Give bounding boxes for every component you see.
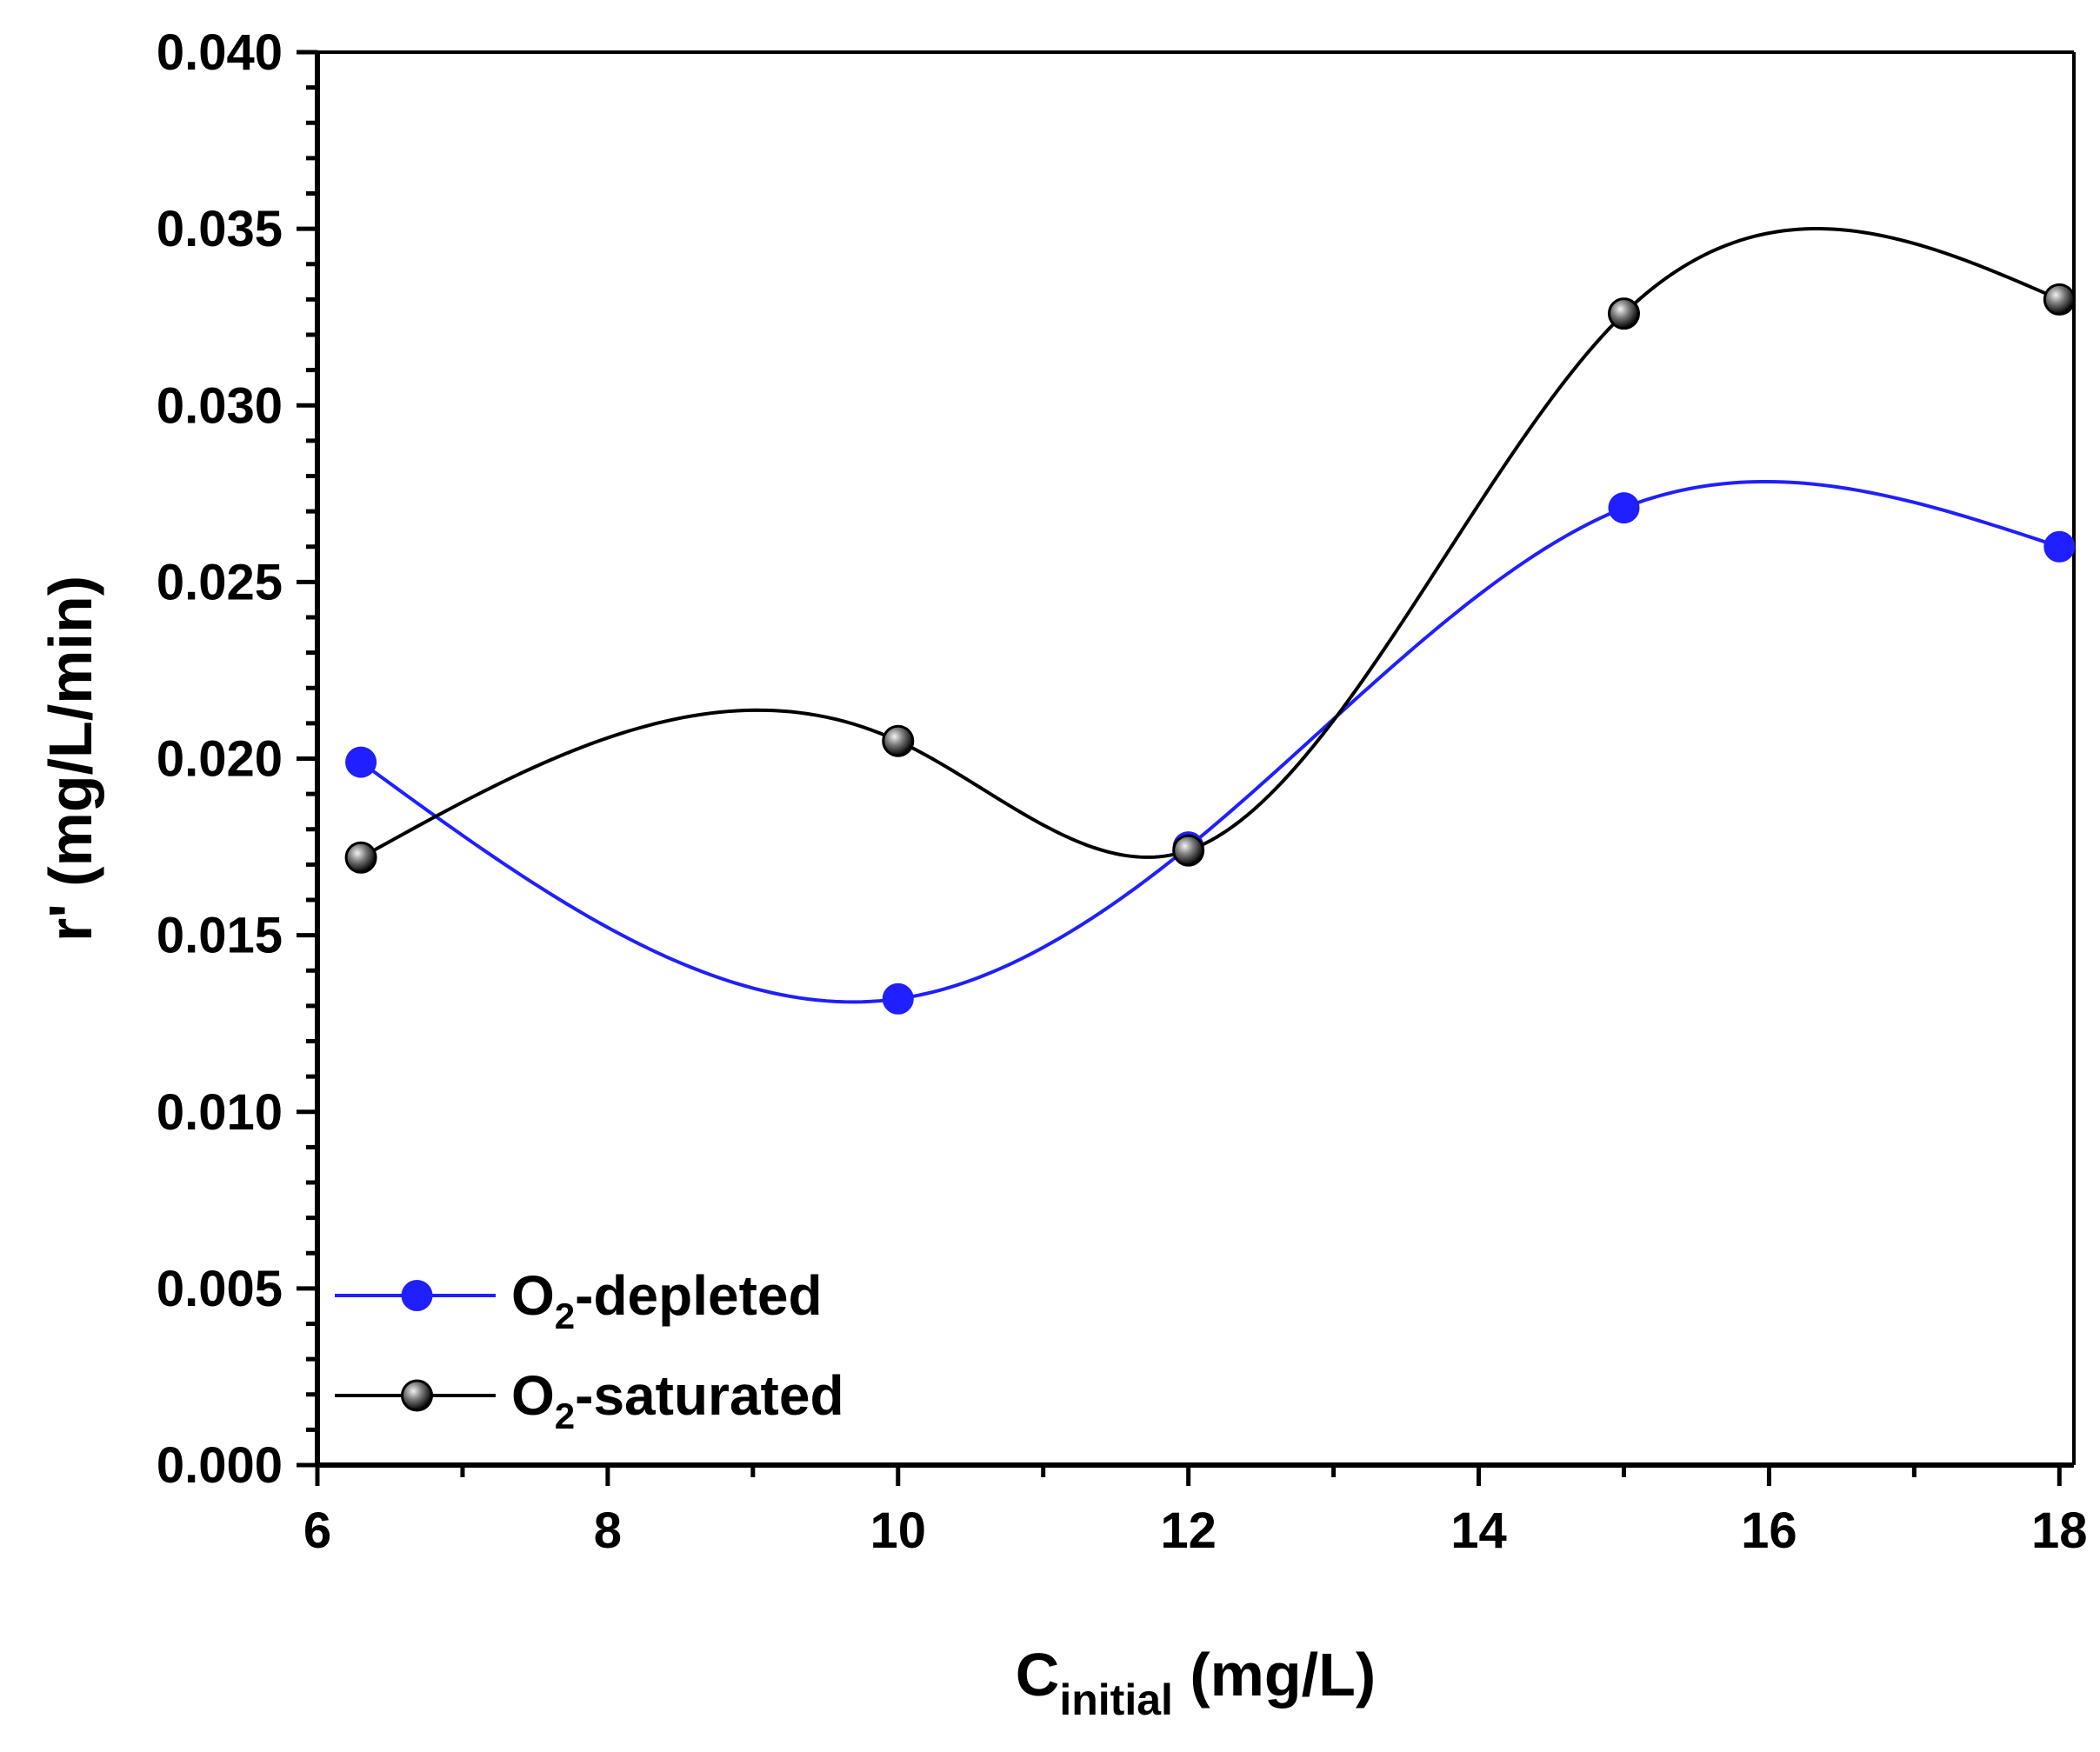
axes: 6 8 10 12 14 16 18 0.000 0.005 0.010 0.015 0.020 0.0… bbox=[157, 24, 2088, 1559]
y-tick-label: 0.015 bbox=[157, 908, 283, 964]
series-o2-depleted bbox=[345, 479, 2076, 1015]
series-o2-saturated bbox=[344, 227, 2076, 874]
y-tick-label: 0.035 bbox=[157, 201, 283, 257]
y-tick-label: 0.000 bbox=[157, 1437, 283, 1494]
data-point-o2-depleted bbox=[2043, 530, 2076, 563]
data-point-o2-depleted bbox=[882, 983, 914, 1015]
legend-marker bbox=[401, 1379, 433, 1412]
axis-titles: Cinitial (mg/L) r' (mg/L/min) bbox=[37, 576, 1376, 1724]
y-tick-label: 0.005 bbox=[157, 1261, 283, 1317]
y-tick-label: 0.020 bbox=[157, 731, 283, 788]
data-point-o2-saturated bbox=[1607, 297, 1640, 330]
y-tick-label: 0.025 bbox=[157, 554, 283, 610]
y-tick-label: 0.030 bbox=[157, 377, 283, 434]
series-group bbox=[344, 227, 2076, 1015]
legend-label: O2-saturated bbox=[511, 1364, 844, 1436]
x-tick-label: 10 bbox=[870, 1502, 927, 1559]
x-tick-label: 18 bbox=[2031, 1502, 2088, 1559]
x-tick-label: 8 bbox=[594, 1502, 622, 1559]
x-tick-label: 16 bbox=[1741, 1502, 1797, 1559]
y-tick-label: 0.010 bbox=[157, 1084, 283, 1141]
data-point-o2-depleted bbox=[345, 746, 377, 778]
x-tick-label: 14 bbox=[1450, 1502, 1507, 1559]
x-tick-label: 12 bbox=[1160, 1502, 1217, 1559]
x-axis-title: Cinitial (mg/L) bbox=[1016, 1641, 1376, 1724]
series-line-o2-saturated bbox=[360, 227, 2061, 859]
data-point-o2-saturated bbox=[2043, 283, 2076, 316]
legend: O2-depleted O2-saturated bbox=[335, 1264, 844, 1436]
data-point-o2-depleted bbox=[1608, 492, 1640, 524]
y-tick-label: 0.040 bbox=[157, 24, 283, 81]
legend-item-o2-depleted: O2-depleted bbox=[335, 1264, 823, 1336]
legend-label: O2-depleted bbox=[511, 1264, 823, 1336]
y-axis-title: r' (mg/L/min) bbox=[37, 576, 104, 942]
series-line-o2-depleted bbox=[359, 479, 2060, 1004]
data-point-o2-saturated bbox=[1172, 834, 1205, 867]
legend-marker bbox=[401, 1280, 433, 1311]
data-point-o2-saturated bbox=[344, 841, 377, 874]
x-tick-label: 6 bbox=[303, 1502, 331, 1559]
legend-item-o2-saturated: O2-saturated bbox=[335, 1364, 844, 1436]
data-point-o2-saturated bbox=[882, 724, 915, 757]
